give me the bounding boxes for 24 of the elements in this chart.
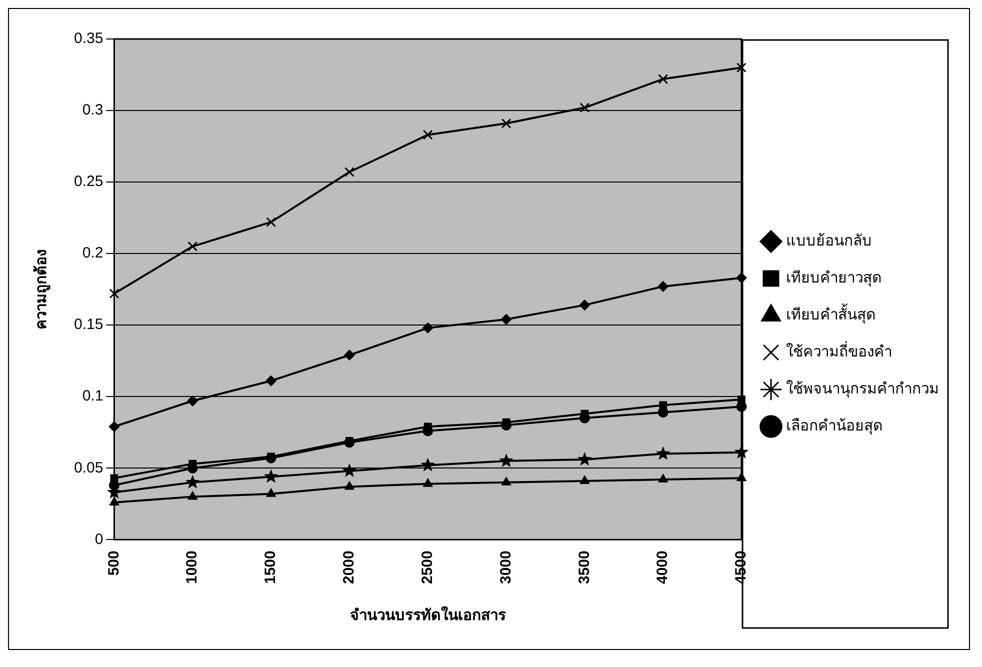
x-tick-label: 3500 bbox=[576, 550, 593, 584]
legend-label: ใช้พจนานุกรมคำกำกวม bbox=[786, 379, 939, 398]
legend-label: เทียบคำสั้นสุด bbox=[786, 303, 876, 324]
y-tick-label: 0.35 bbox=[74, 30, 104, 48]
y-tick-label: 0.1 bbox=[82, 388, 104, 405]
y-tick-label: 0.05 bbox=[74, 459, 104, 476]
y-tick-label: 0.15 bbox=[74, 316, 104, 334]
x-tick-label: 4000 bbox=[654, 550, 672, 584]
x-tick-label: 1000 bbox=[184, 550, 201, 584]
y-tick-label: 0.25 bbox=[74, 173, 104, 190]
y-tick-label: 0.3 bbox=[82, 102, 104, 119]
x-tick-label: 500 bbox=[105, 550, 122, 576]
y-axis-title: ความถูกต้อง bbox=[32, 249, 51, 330]
y-tick-label: 0 bbox=[94, 530, 104, 548]
legend-label: แบบย้อนกลับ bbox=[786, 231, 872, 250]
legend-label: ใช้ความถี่ของคำ bbox=[786, 340, 892, 360]
x-axis-title: จำนวนบรรทัดในเอกสาร bbox=[350, 606, 507, 624]
legend-label: เลือกคำน้อยสุด bbox=[786, 416, 883, 436]
x-tick-label: 2500 bbox=[418, 550, 436, 584]
x-tick-label: 3000 bbox=[497, 550, 514, 584]
x-tick-label: 2000 bbox=[340, 550, 358, 584]
y-tick-label: 0.2 bbox=[82, 244, 104, 262]
x-tick-label: 1500 bbox=[262, 550, 280, 584]
legend-label: เทียบคำยาวสุด bbox=[786, 268, 882, 288]
